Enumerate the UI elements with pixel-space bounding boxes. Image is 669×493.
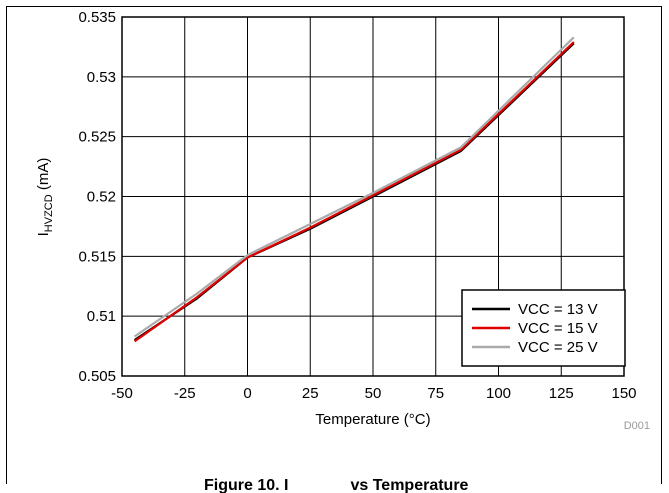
y-tick-label: 0.505 xyxy=(78,368,116,385)
x-tick-label: 50 xyxy=(365,385,382,402)
series-lines xyxy=(133,36,575,343)
y-axis-label-sub: HVZCD xyxy=(43,194,55,232)
figure-code: D001 xyxy=(624,420,650,432)
series-line xyxy=(133,41,575,343)
figure-frame xyxy=(6,6,662,484)
x-tick-label: 100 xyxy=(486,385,511,402)
figure-caption: Figure 10. I vs Temperature xyxy=(204,477,469,493)
y-axis-label: IHVZCD (mA) xyxy=(35,158,55,237)
x-tick-label: 125 xyxy=(549,385,574,402)
x-tick-label: 75 xyxy=(427,385,444,402)
x-tick-label: -50 xyxy=(111,385,133,402)
legend-entry: VCC = 25 V xyxy=(518,339,598,356)
legend-entry: VCC = 13 V xyxy=(518,301,598,318)
y-tick-label: 0.51 xyxy=(87,308,116,325)
x-tick-label: 150 xyxy=(611,385,636,402)
x-tick-label: 25 xyxy=(302,385,319,402)
plot-border xyxy=(121,16,625,377)
series-line xyxy=(133,36,575,338)
y-axis-label-main: I xyxy=(35,232,52,236)
legend: VCC = 13 V VCC = 15 V VCC = 25 V xyxy=(461,289,626,367)
x-tick-label: -25 xyxy=(174,385,196,402)
y-tick-labels: 0.505 0.51 0.515 0.52 0.525 0.53 0.535 xyxy=(78,9,116,385)
caption-end: vs Temperature xyxy=(350,477,468,493)
legend-entry: VCC = 15 V xyxy=(518,320,598,337)
x-tick-labels: -50 -25 0 25 50 75 100 125 150 xyxy=(111,385,636,402)
caption-start: Figure 10. I xyxy=(204,477,288,493)
y-tick-label: 0.515 xyxy=(78,248,116,265)
y-axis-label-unit: (mA) xyxy=(35,158,52,195)
y-tick-label: 0.535 xyxy=(78,9,116,26)
x-axis-label: Temperature (°C) xyxy=(315,411,430,428)
y-tick-label: 0.525 xyxy=(78,129,116,146)
x-tick-label: 0 xyxy=(243,385,251,402)
y-tick-label: 0.52 xyxy=(87,189,116,206)
y-tick-label: 0.53 xyxy=(87,69,116,86)
